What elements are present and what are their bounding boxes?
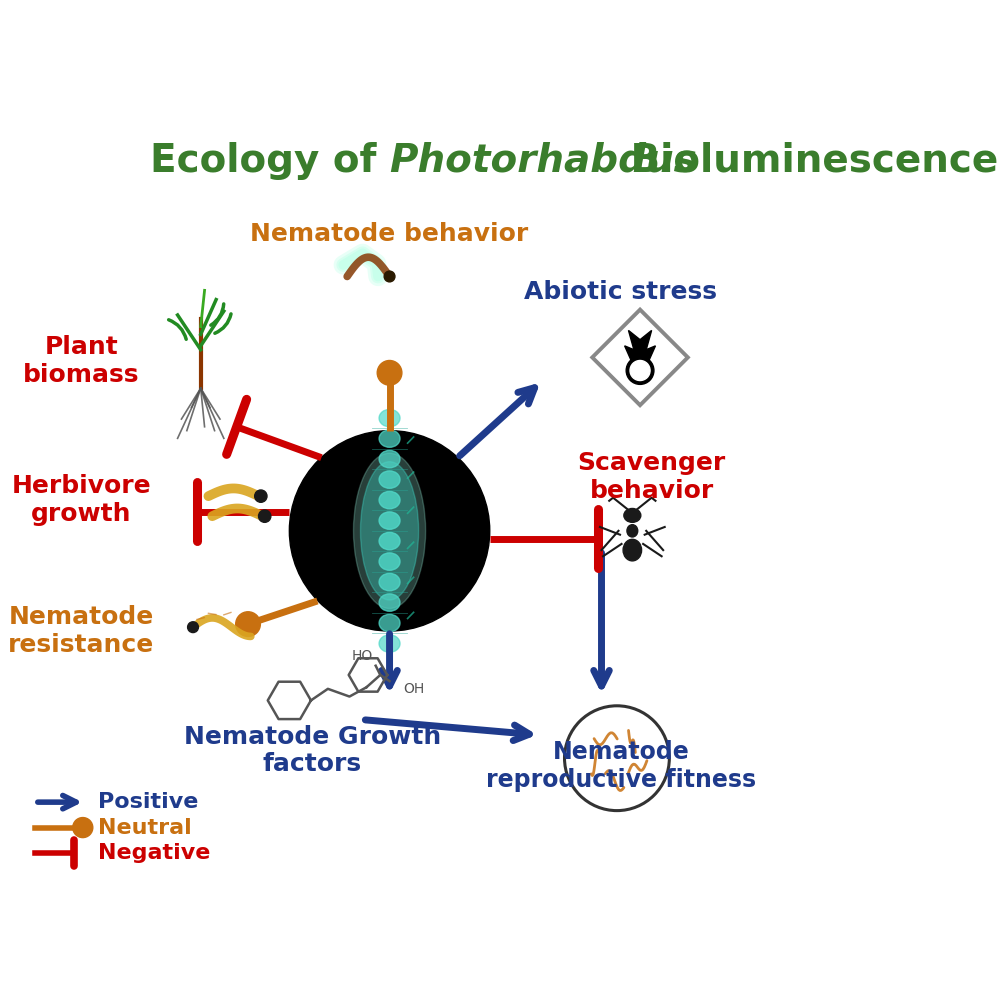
Circle shape xyxy=(188,622,198,633)
Ellipse shape xyxy=(379,594,400,611)
Circle shape xyxy=(259,510,271,522)
Ellipse shape xyxy=(360,462,419,600)
Circle shape xyxy=(377,360,402,385)
Circle shape xyxy=(626,357,654,384)
Ellipse shape xyxy=(379,532,400,550)
Text: Scavenger
behavior: Scavenger behavior xyxy=(577,451,726,503)
Ellipse shape xyxy=(379,409,400,427)
Ellipse shape xyxy=(379,512,400,529)
Ellipse shape xyxy=(624,508,641,522)
Text: Neutral: Neutral xyxy=(98,818,192,838)
Circle shape xyxy=(289,431,490,631)
Text: Bioluminescence: Bioluminescence xyxy=(617,142,998,180)
Text: Ecology of: Ecology of xyxy=(150,142,390,180)
Text: Plant
biomass: Plant biomass xyxy=(23,335,139,387)
Ellipse shape xyxy=(379,553,400,570)
Text: Nematode
reproductive fitness: Nematode reproductive fitness xyxy=(486,740,756,792)
Circle shape xyxy=(73,818,93,838)
Ellipse shape xyxy=(379,573,400,591)
Circle shape xyxy=(630,360,650,381)
Ellipse shape xyxy=(627,525,638,537)
Text: Negative: Negative xyxy=(98,843,211,863)
Circle shape xyxy=(236,612,260,636)
Text: Abiotic stress: Abiotic stress xyxy=(524,280,717,304)
Ellipse shape xyxy=(353,453,426,608)
Text: OH: OH xyxy=(403,682,425,696)
Text: Nematode behavior: Nematode behavior xyxy=(250,222,529,246)
Ellipse shape xyxy=(379,614,400,632)
Text: Positive: Positive xyxy=(98,792,199,812)
Text: Photorhabdus: Photorhabdus xyxy=(390,142,697,180)
Ellipse shape xyxy=(379,491,400,509)
Text: Nematode Growth
factors: Nematode Growth factors xyxy=(184,725,441,776)
Ellipse shape xyxy=(379,430,400,447)
Polygon shape xyxy=(625,330,655,360)
Circle shape xyxy=(255,490,267,502)
Text: Nematode
resistance: Nematode resistance xyxy=(8,605,154,657)
Text: Herbivore
growth: Herbivore growth xyxy=(11,474,151,526)
Ellipse shape xyxy=(379,471,400,488)
Ellipse shape xyxy=(623,539,642,561)
Text: HO: HO xyxy=(352,649,373,663)
Circle shape xyxy=(384,271,395,282)
Ellipse shape xyxy=(379,635,400,652)
Ellipse shape xyxy=(379,450,400,468)
